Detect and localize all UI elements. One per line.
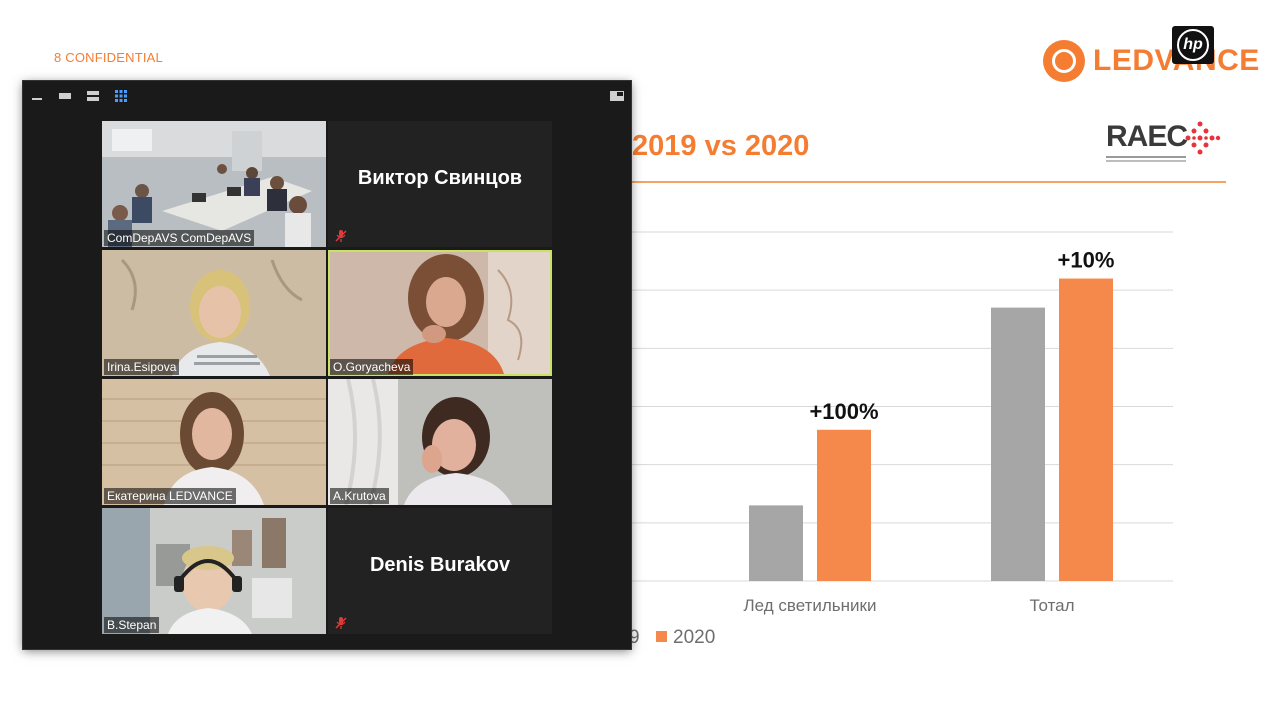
- growth-label: +10%: [1058, 248, 1115, 273]
- participant-tile[interactable]: Irina.Esipova: [102, 250, 326, 376]
- participant-tile[interactable]: Denis Burakov: [328, 508, 552, 634]
- participant-name: ComDepAVS ComDepAVS: [104, 230, 255, 246]
- mic-muted-icon: [335, 230, 347, 242]
- legend-2019: 9: [629, 627, 640, 649]
- strip-view-button[interactable]: [85, 88, 101, 104]
- legend-label-2020: 2020: [673, 627, 716, 648]
- legend-swatch-2020: [656, 631, 667, 642]
- bar-chart: +100% Лед светильники +10% Тотал: [632, 231, 1173, 615]
- strip-view-icon: [87, 91, 99, 101]
- gallery-view-icon: [115, 90, 127, 102]
- ledvance-mark-icon: [1043, 40, 1085, 82]
- slide-title: 2019 vs 2020: [632, 130, 810, 162]
- participant-video: [102, 121, 326, 247]
- category-label: Тотал: [1029, 596, 1074, 615]
- bar-2020: [1059, 278, 1113, 581]
- growth-label: +100%: [809, 399, 878, 424]
- raec-subtitle-lines: [1106, 156, 1186, 158]
- participant-tile-active-speaker[interactable]: O.Goryacheva: [328, 250, 552, 376]
- legend-2020: 2020: [656, 627, 715, 649]
- minimize-button[interactable]: [29, 88, 45, 104]
- exit-fullscreen-button[interactable]: [609, 88, 625, 104]
- bar-2019: [991, 307, 1045, 581]
- participant-tile[interactable]: Екатерина LEDVANCE: [102, 379, 326, 505]
- legend-label-2019: 9: [629, 627, 640, 648]
- raec-wordmark: RAEC: [1106, 120, 1188, 153]
- raec-arrow-icon: [1185, 121, 1221, 155]
- participant-tile[interactable]: ComDepAVS ComDepAVS: [102, 121, 326, 247]
- participant-name: B.Stepan: [104, 617, 160, 633]
- participant-name: A.Krutova: [330, 488, 389, 504]
- participant-name: Екатерина LEDVANCE: [104, 488, 236, 504]
- bar-2020: [817, 429, 871, 581]
- participant-name-display: Denis Burakov: [369, 554, 511, 576]
- exit-fullscreen-icon: [610, 91, 624, 101]
- hp-logo-mark: hp: [1177, 29, 1209, 61]
- participant-name: O.Goryacheva: [330, 359, 414, 375]
- participant-tile[interactable]: B.Stepan: [102, 508, 326, 634]
- ledvance-logo: LEDVANCE: [1043, 40, 1260, 82]
- participant-name-display: Виктор Свинцов: [357, 167, 523, 189]
- participant-tile[interactable]: A.Krutova: [328, 379, 552, 505]
- speaker-view-icon: [59, 93, 71, 99]
- gallery-view-button[interactable]: [113, 88, 129, 104]
- participant-video: [102, 508, 326, 634]
- minimize-icon: [32, 98, 42, 100]
- hp-logo: hp: [1172, 26, 1214, 64]
- participant-tile[interactable]: Виктор Свинцов: [328, 121, 552, 247]
- confidential-label: 8 CONFIDENTIAL: [54, 50, 163, 65]
- raec-logo: RAEC: [1106, 112, 1226, 166]
- participant-video: [102, 250, 326, 376]
- category-label: Лед светильники: [744, 596, 877, 615]
- participant-name: Irina.Esipova: [104, 359, 180, 375]
- video-meeting-window[interactable]: ComDepAVS ComDepAVS Виктор Свинцов Irina…: [23, 81, 631, 649]
- participant-video: [328, 379, 552, 505]
- title-divider: [632, 181, 1226, 183]
- bar-2019: [749, 505, 803, 581]
- participant-video: [102, 379, 326, 505]
- mic-muted-icon: [335, 617, 347, 629]
- participant-video: [330, 252, 550, 374]
- speaker-view-button[interactable]: [57, 88, 73, 104]
- meeting-toolbar: [23, 81, 631, 111]
